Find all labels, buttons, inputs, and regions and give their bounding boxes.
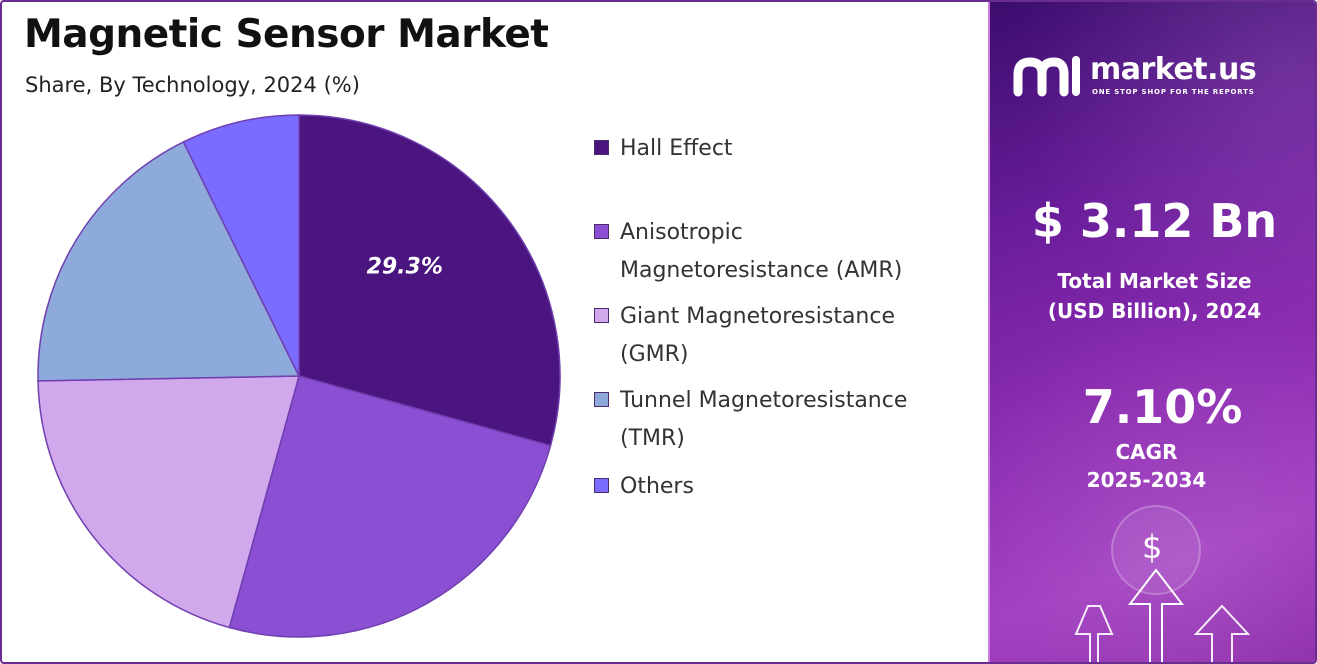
legend-label: Others <box>620 474 694 499</box>
pie-chart: 29.3% <box>37 114 561 638</box>
pie-slice-tunnel-magnetoresistance-tmr <box>37 140 301 382</box>
legend-label: Tunnel Magnetoresistance <box>620 388 908 413</box>
market-us-logo-icon <box>1013 56 1080 97</box>
market-size-label-line2: (USD Billion), 2024 <box>1047 299 1262 323</box>
dollar-coin-icon <box>1111 505 1201 595</box>
pie-slice-anisotropic-magnetoresistance-amr <box>228 375 552 638</box>
legend-label-line2: (GMR) <box>620 342 689 367</box>
summary-panel: $ market.us ONE STOP SHOP FOR THE REPORT… <box>988 2 1315 662</box>
legend-label: Anisotropic <box>620 220 743 245</box>
market-size-label: Total Market Size (USD Billion), 2024 <box>990 266 1315 326</box>
legend-label: Giant Magnetoresistance <box>620 304 896 329</box>
logo-tagline: ONE STOP SHOP FOR THE REPORTS <box>1092 88 1255 96</box>
dollar-symbol: $ <box>1142 528 1163 566</box>
market-size-value: $ 3.12 Bn <box>1031 194 1278 248</box>
cagr-period: 2025-2034 <box>1086 468 1207 492</box>
legend-label: Hall Effect <box>620 136 733 161</box>
growth-arrow-icon <box>1074 505 1251 662</box>
market-us-logo: market.us ONE STOP SHOP FOR THE REPORTS <box>1012 52 1312 102</box>
legend-item-tmr: Tunnel Magnetoresistance (TMR) <box>594 382 964 458</box>
page-title: Magnetic Sensor Market <box>24 12 549 57</box>
legend-swatch <box>594 224 609 239</box>
pie-slice-others <box>182 114 300 377</box>
logo-wordmark: market.us <box>1090 52 1257 87</box>
market-size-label-line1: Total Market Size <box>1057 269 1252 293</box>
legend-label-line2: (TMR) <box>620 426 685 451</box>
legend-swatch <box>594 478 609 493</box>
legend-swatch <box>594 140 609 155</box>
panel-background-shade <box>990 2 1315 662</box>
cagr-value: 7.10% <box>1082 380 1243 434</box>
legend-item-amr: Anisotropic Magnetoresistance (AMR) <box>594 214 964 290</box>
pie-slice-hall-effect <box>298 114 561 447</box>
legend-swatch <box>594 392 609 407</box>
page-subtitle: Share, By Technology, 2024 (%) <box>25 73 360 97</box>
cagr-label-line1: CAGR <box>1115 440 1178 464</box>
legend-item-gmr: Giant Magnetoresistance (GMR) <box>594 298 964 374</box>
cagr-label: CAGR 2025-2034 <box>990 438 1311 494</box>
legend-label-line2: Magnetoresistance (AMR) <box>620 258 903 283</box>
legend-item-others: Others <box>594 468 964 506</box>
pie-data-label: 29.3% <box>367 255 443 280</box>
legend-swatch <box>594 308 609 323</box>
legend-item-hall-effect: Hall Effect <box>594 130 964 168</box>
pie-slice-giant-magnetoresistance-gmr <box>37 375 300 629</box>
